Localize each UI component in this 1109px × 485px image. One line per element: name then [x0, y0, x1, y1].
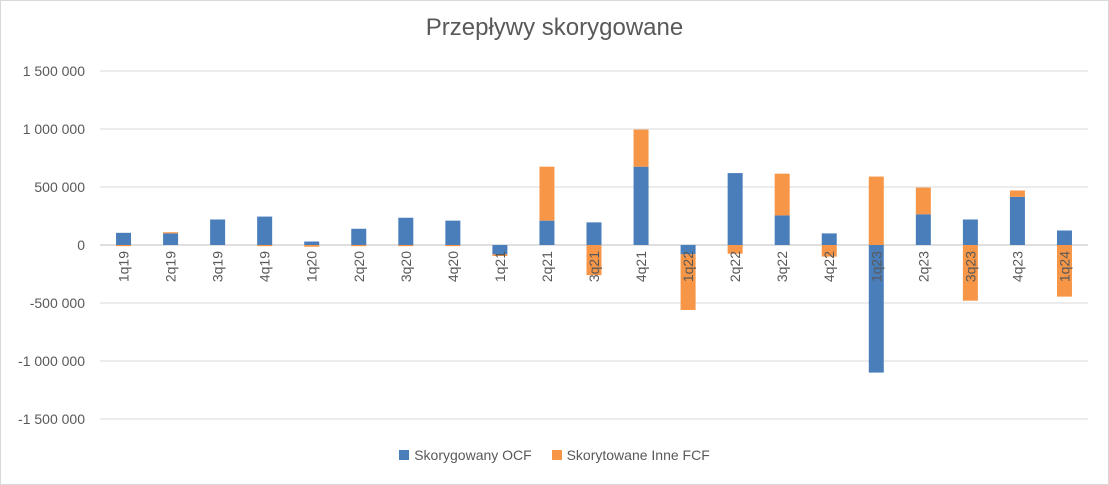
bar-other-fcf-4q19: [257, 245, 273, 247]
bar-ocf-2q21: [539, 220, 555, 245]
bar-ocf-3q22: [774, 215, 790, 245]
legend-swatch-other-fcf: [551, 450, 562, 460]
bar-ocf-3q20: [398, 217, 414, 245]
bar-other-fcf-2q22: [727, 245, 743, 254]
x-tick-label: 2q21: [539, 251, 555, 282]
x-tick-label: 1q20: [304, 251, 320, 282]
x-tick-label: 2q22: [727, 251, 743, 282]
bar-other-fcf-3q22: [774, 173, 790, 216]
legend-label-ocf: Skorygowany OCF: [414, 447, 532, 463]
x-tick-label: 2q19: [163, 251, 179, 282]
x-tick-label: 3q21: [586, 251, 602, 282]
bar-other-fcf-4q23: [1009, 190, 1025, 197]
legend-label-other-fcf: Skorytowane Inne FCF: [566, 447, 710, 463]
legend-item-other-fcf: Skorytowane Inne FCF: [551, 447, 710, 463]
bar-other-fcf-1q24: [1056, 245, 1072, 297]
bar-ocf-1q23: [868, 245, 884, 373]
bar-ocf-1q22: [680, 245, 696, 255]
bar-ocf-4q23: [1009, 196, 1025, 245]
chart-title: Przepływy skorygowane: [425, 14, 684, 41]
bar-other-fcf-1q21: [492, 254, 508, 257]
y-tick-label: 1 000 000: [23, 121, 85, 137]
legend-item-ocf: Skorygowany OCF: [399, 447, 532, 463]
bar-ocf-2q23: [915, 214, 931, 245]
x-tick-label: 1q22: [680, 251, 696, 282]
bar-other-fcf-3q20: [398, 245, 414, 247]
x-tick-label: 3q23: [962, 251, 978, 282]
x-tick-label: 4q23: [1009, 251, 1025, 282]
x-tick-label: 3q20: [398, 251, 414, 282]
x-tick-label: 1q19: [116, 251, 132, 282]
bar-ocf-4q20: [445, 220, 461, 245]
bar-other-fcf-3q21: [586, 245, 602, 276]
y-tick-label: 500 000: [34, 179, 85, 195]
x-tick-label: 1q24: [1056, 251, 1072, 282]
bar-ocf-1q20: [304, 241, 320, 245]
x-tick-label: 4q19: [257, 251, 273, 282]
legend: Skorygowany OCF Skorytowane Inne FCF: [0, 447, 1109, 463]
x-tick-label: 4q22: [821, 251, 837, 282]
bar-ocf-3q23: [962, 219, 978, 245]
bar-ocf-4q21: [633, 166, 649, 245]
y-tick-label: -500 000: [30, 295, 85, 311]
bar-other-fcf-2q23: [915, 187, 931, 215]
bar-ocf-2q19: [163, 233, 179, 245]
y-tick-label: -1 500 000: [18, 411, 85, 427]
x-tick-label: 4q20: [445, 251, 461, 282]
bar-other-fcf-4q22: [821, 245, 837, 257]
bar-ocf-1q19: [116, 232, 132, 245]
y-tick-label: 0: [77, 237, 85, 253]
y-tick-label: -1 000 000: [18, 353, 85, 369]
bar-other-fcf-2q19: [163, 232, 179, 234]
bar-other-fcf-4q20: [445, 245, 461, 247]
bar-ocf-2q22: [727, 173, 743, 245]
bar-other-fcf-1q23: [868, 176, 884, 245]
bar-other-fcf-3q23: [962, 245, 978, 301]
bar-other-fcf-1q20: [304, 245, 320, 247]
bar-ocf-1q24: [1056, 230, 1072, 245]
bar-ocf-4q22: [821, 233, 837, 245]
bar-ocf-2q20: [351, 228, 367, 245]
bar-other-fcf-2q20: [351, 245, 367, 247]
y-tick-label: 1 500 000: [23, 63, 85, 79]
bar-other-fcf-2q21: [539, 166, 555, 221]
x-tick-label: 3q22: [774, 251, 790, 282]
bar-ocf-3q21: [586, 222, 602, 245]
bar-other-fcf-1q22: [680, 254, 696, 310]
bar-other-fcf-4q21: [633, 129, 649, 167]
x-tick-label: 4q21: [633, 251, 649, 282]
x-tick-label: 2q20: [351, 251, 367, 282]
x-tick-label: 1q21: [492, 251, 508, 282]
bar-other-fcf-1q19: [116, 245, 132, 247]
bar-ocf-1q21: [492, 245, 508, 255]
x-tick-label: 3q19: [210, 251, 226, 282]
x-tick-label: 1q23: [868, 251, 884, 282]
x-tick-label: 2q23: [915, 251, 931, 282]
bar-ocf-3q19: [210, 219, 226, 245]
legend-swatch-ocf: [399, 450, 410, 460]
bar-ocf-4q19: [257, 216, 273, 245]
